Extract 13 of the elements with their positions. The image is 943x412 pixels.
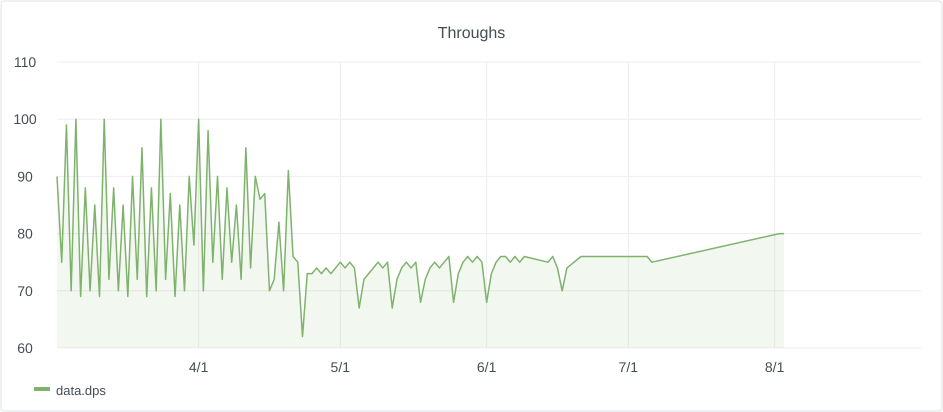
y-tick-label: 110 (14, 54, 36, 70)
y-tick-label: 70 (17, 282, 33, 299)
y-tick-label: 100 (13, 111, 37, 128)
y-tick-label: 80 (17, 226, 33, 242)
x-tick-label: 4/1 (188, 359, 209, 375)
x-tick-label: 6/1 (476, 359, 497, 375)
legend-label: data.dps (56, 383, 106, 398)
x-tick-label: 8/1 (764, 359, 785, 375)
x-tick-label: 7/1 (618, 359, 638, 375)
chart-title: Throughs (438, 25, 506, 42)
x-tick-label: 5/1 (330, 359, 350, 375)
y-tick-label: 90 (17, 168, 33, 184)
y-tick-label: 60 (17, 340, 33, 356)
